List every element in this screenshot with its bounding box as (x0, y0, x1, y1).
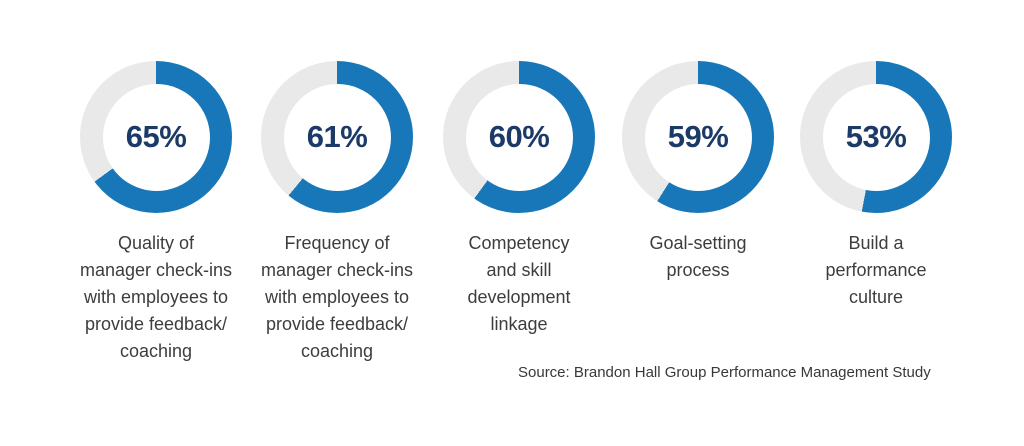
percent-value: 59% (667, 119, 729, 154)
donut-chart: 61% (261, 61, 413, 213)
donut-chart-column: 60% Competency and skill development lin… (428, 61, 610, 338)
source-note: Source: Brandon Hall Group Performance M… (518, 364, 931, 381)
donut-label: Quality of manager check-ins with employ… (79, 233, 233, 361)
donut-chart-column: 59% Goal-setting process (607, 61, 789, 284)
donut-label: Competency and skill development linkage (467, 233, 571, 334)
percent-value: 53% (845, 119, 907, 154)
donut-label: Goal-setting process (649, 233, 747, 280)
donut-chart: 65% (80, 61, 232, 213)
donut-hole: 61% (283, 83, 391, 191)
donut-chart: 59% (622, 61, 774, 213)
donut-hole: 53% (822, 83, 930, 191)
percent-value: 61% (306, 119, 368, 154)
percent-value: 60% (488, 119, 550, 154)
donut-chart: 60% (443, 61, 595, 213)
donut-chart-column: 61% Frequency of manager check-ins with … (246, 61, 428, 365)
donut-chart-column: 53% Build a performance culture (785, 61, 967, 311)
donut-chart: 53% (800, 61, 952, 213)
donut-label: Frequency of manager check-ins with empl… (260, 233, 414, 361)
percent-value: 65% (125, 119, 187, 154)
donut-label: Build a performance culture (825, 233, 927, 307)
donut-hole: 65% (102, 83, 210, 191)
donut-hole: 59% (644, 83, 752, 191)
donut-hole: 60% (465, 83, 573, 191)
donut-chart-column: 65% Quality of manager check-ins with em… (65, 61, 247, 365)
